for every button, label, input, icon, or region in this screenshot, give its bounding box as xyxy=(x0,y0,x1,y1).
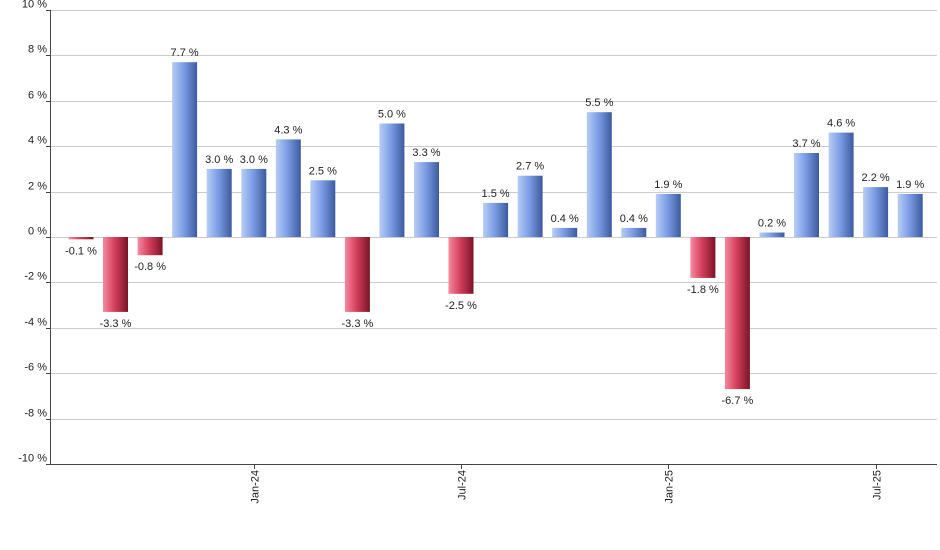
bar xyxy=(724,237,750,390)
bar xyxy=(414,162,439,237)
bar-value-label: -2.5 % xyxy=(445,300,477,312)
y-tick-label: -8 % xyxy=(24,408,47,420)
bar xyxy=(759,232,785,237)
bar-value-label: 0.4 % xyxy=(551,213,579,225)
bar xyxy=(137,237,163,256)
y-tick-label: 6 % xyxy=(28,90,47,102)
bar xyxy=(241,168,267,237)
bar-value-label: -1.8 % xyxy=(687,284,719,296)
bar-value-label: 0.2 % xyxy=(758,218,786,230)
bar-value-label: -6.7 % xyxy=(722,395,754,407)
y-tick-label: -10 % xyxy=(18,453,47,465)
bar xyxy=(586,112,612,237)
bar-value-label: -3.3 % xyxy=(342,318,374,330)
bar-value-label: 0.4 % xyxy=(620,213,648,225)
data-labels: -0.1 % -3.3 % -0.8 % 7.7 % 3.0 % 3.0 % 4.3 % 2.… xyxy=(65,47,924,407)
bar xyxy=(690,237,716,278)
bar-value-label: 7.7 % xyxy=(171,47,199,59)
bar-value-label: 1.9 % xyxy=(654,179,682,191)
bar xyxy=(206,168,232,237)
y-tick-label: -4 % xyxy=(24,317,47,329)
bar-value-label: 4.6 % xyxy=(827,118,855,130)
y-tick-label: -2 % xyxy=(24,271,47,283)
bar-value-label: 1.5 % xyxy=(482,188,510,200)
bar xyxy=(275,139,301,237)
y-axis-ticks: 10 % 8 % 6 % 4 % 2 % 0 % -2 % -4 % -6 % -8 % -10 % xyxy=(18,0,50,465)
bar xyxy=(379,123,405,237)
bar-value-label: 5.0 % xyxy=(378,109,406,121)
bar xyxy=(483,202,509,237)
bar xyxy=(655,193,681,237)
bar xyxy=(621,227,647,237)
bar-value-label: 4.3 % xyxy=(274,124,302,136)
x-tick-label: Jul-24 xyxy=(457,470,469,500)
axes xyxy=(50,10,937,465)
bar xyxy=(103,237,128,312)
bar xyxy=(794,153,819,237)
bar xyxy=(863,187,889,237)
x-tick-label: Jul-25 xyxy=(872,470,884,500)
x-tick-label: Jan-24 xyxy=(250,470,262,504)
bar-value-label: -0.1 % xyxy=(65,245,97,257)
bar xyxy=(68,237,94,240)
y-tick-label: 2 % xyxy=(28,181,47,193)
y-tick-label: 10 % xyxy=(22,0,47,11)
bar xyxy=(552,227,578,237)
bar-value-label: 3.0 % xyxy=(205,154,233,166)
bar xyxy=(448,237,474,294)
bar-value-label: 5.5 % xyxy=(585,97,613,109)
bar-value-label: 3.7 % xyxy=(792,138,820,150)
x-tick-label: Jan-25 xyxy=(664,470,676,504)
bar-value-label: -0.8 % xyxy=(134,261,166,273)
bar-value-label: 1.9 % xyxy=(896,179,924,191)
bar-value-label: -3.3 % xyxy=(100,318,132,330)
bar xyxy=(172,62,198,238)
bar xyxy=(828,132,854,237)
bar xyxy=(344,237,370,312)
bar xyxy=(897,193,923,237)
bar xyxy=(310,180,336,238)
bar-value-label: 2.2 % xyxy=(862,172,890,184)
bar-value-label: 2.5 % xyxy=(309,165,337,177)
x-axis-ticks: Jan-24 Jul-24 Jan-25 Jul-25 xyxy=(250,464,884,504)
bar-value-label: 2.7 % xyxy=(516,161,544,173)
y-tick-label: 0 % xyxy=(28,226,47,238)
y-tick-label: -6 % xyxy=(24,362,47,374)
y-tick-label: 8 % xyxy=(28,44,47,56)
bar xyxy=(517,175,543,237)
bar-value-label: 3.3 % xyxy=(412,147,440,159)
y-tick-label: 4 % xyxy=(28,135,47,147)
bar-value-label: 3.0 % xyxy=(240,154,268,166)
bars xyxy=(68,62,923,390)
